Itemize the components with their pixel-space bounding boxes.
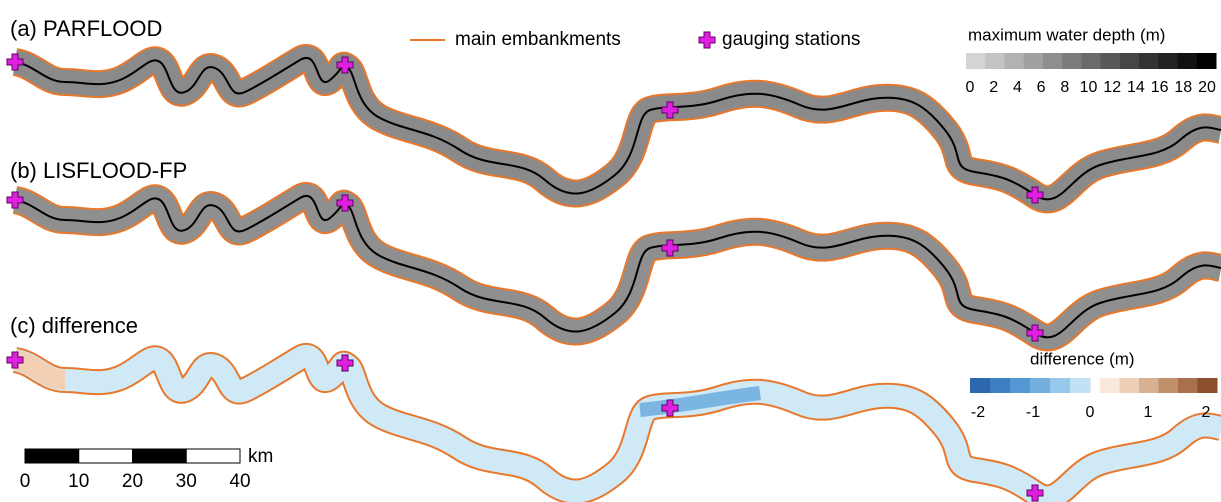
legend-label: main embankments (455, 29, 621, 50)
gauge-marker (661, 399, 679, 417)
colorbar-tick-label: 20 (1198, 79, 1216, 96)
colorbar-tick-label: -2 (971, 404, 985, 421)
colorbar-swatch (1178, 378, 1198, 393)
gauge-marker (6, 53, 24, 71)
scale-tick-label: 10 (68, 471, 89, 492)
colorbar-tick-label: -1 (1026, 404, 1040, 421)
colorbar-tick-label: 14 (1127, 79, 1145, 96)
colorbar-swatch (1010, 378, 1031, 393)
colorbar-swatch (966, 53, 986, 69)
colorbar-tick-label: 0 (1086, 404, 1095, 421)
colorbar-tick-label: 16 (1151, 79, 1169, 96)
colorbar-swatch (970, 378, 991, 393)
legend-gauge-symbol (698, 31, 716, 49)
scale-tick-label: 0 (20, 471, 31, 492)
colorbar-swatch (1042, 53, 1063, 69)
colorbar-tick-label: 6 (1037, 79, 1046, 96)
colorbar-swatch (1139, 53, 1159, 69)
colorbar-swatch (1158, 378, 1179, 393)
colorbar-swatch (1158, 53, 1179, 69)
gauge-marker (1026, 484, 1044, 502)
gauge-marker (6, 191, 24, 209)
colorbar-swatch (1050, 378, 1071, 393)
colorbar-swatch (985, 53, 1005, 69)
gauge-marker (336, 354, 354, 372)
colorbar-swatch (1081, 53, 1102, 69)
gauge-marker (1026, 324, 1044, 342)
colorbar-swatch (1023, 53, 1044, 69)
gauge-marker (336, 194, 354, 212)
river-maps (15, 58, 1221, 497)
panel-label: (b) LISFLOOD-FP (10, 158, 187, 183)
colorbar-swatch (1100, 53, 1121, 69)
colorbar-title: difference (m) (1030, 349, 1135, 368)
gauge-marker (6, 351, 24, 369)
scale-bar-segment (185, 448, 241, 464)
legend-label: gauging stations (722, 29, 860, 50)
colorbar-tick-label: 2 (1202, 404, 1211, 421)
scale-bar-segment (24, 448, 80, 464)
colorbar-swatch (1177, 53, 1198, 69)
gauge-marker (1026, 186, 1044, 204)
gauging-stations (6, 53, 1044, 502)
panel-b-map (15, 196, 1221, 337)
scale-unit: km (248, 446, 273, 467)
colorbar-swatch (1070, 378, 1091, 393)
colorbar-title: maximum water depth (m) (968, 25, 1165, 44)
colorbar-tick-label: 10 (1080, 79, 1098, 96)
colorbar-swatch (1139, 378, 1159, 393)
panel-label: (a) PARFLOOD (10, 16, 162, 41)
scale-tick-label: 40 (229, 471, 250, 492)
panel-label: (c) difference (10, 313, 138, 338)
colorbar-tick-label: 2 (989, 79, 998, 96)
flood-depth (15, 196, 1221, 337)
colorbar-swatch (1062, 53, 1082, 69)
colorbar-swatch (1119, 378, 1140, 393)
colorbar-swatch (1100, 378, 1120, 393)
colorbar-tick-label: 4 (1013, 79, 1022, 96)
scale-bar-segment (78, 448, 133, 464)
colorbar-swatch (1030, 378, 1051, 393)
colorbar-swatch (1004, 53, 1025, 69)
colorbar-swatch (1197, 378, 1218, 393)
colorbar-tick-label: 0 (966, 79, 975, 96)
colorbar-swatch (1119, 53, 1140, 69)
negative-difference (639, 386, 761, 417)
gauge-marker (336, 56, 354, 74)
gauge-marker (661, 239, 679, 257)
scale-tick-label: 30 (176, 471, 197, 492)
colorbar-tick-label: 1 (1144, 404, 1153, 421)
colorbar-tick-label: 12 (1103, 79, 1121, 96)
gauge-marker (661, 101, 679, 119)
colorbar-tick-label: 8 (1060, 79, 1069, 96)
scale-bar-segment (132, 448, 187, 464)
colorbar-tick-label: 18 (1174, 79, 1192, 96)
colorbar-swatch (1196, 53, 1217, 69)
scale-tick-label: 20 (122, 471, 143, 492)
colorbar-swatch (990, 378, 1011, 393)
